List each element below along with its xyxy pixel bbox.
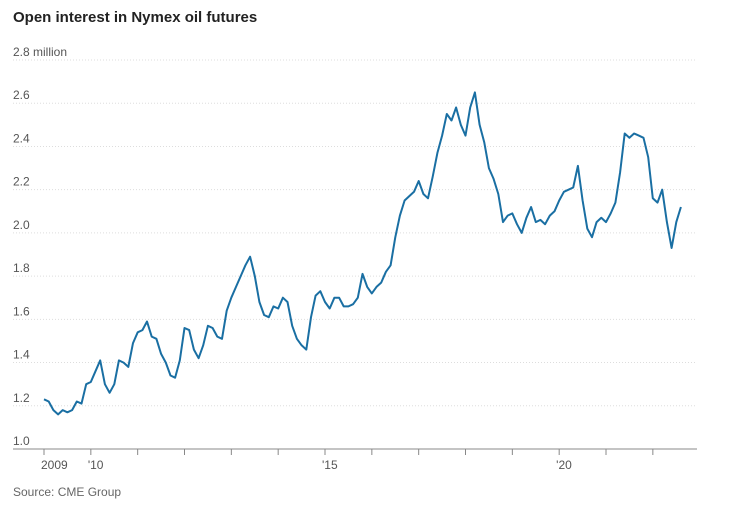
y-tick-label: 1.4: [13, 348, 30, 362]
y-tick-label: 2.6: [13, 88, 30, 102]
x-tick-label: '15: [322, 458, 338, 472]
y-tick-label: 2.2: [13, 175, 30, 189]
chart-title: Open interest in Nymex oil futures: [13, 9, 258, 26]
y-gridlines: [13, 59, 697, 450]
x-tick-label: '20: [556, 458, 572, 472]
y-tick-label: 1.6: [13, 304, 30, 318]
y-tick-label: 1.2: [13, 391, 30, 405]
y-tick-label: 2.8 million: [13, 45, 67, 59]
x-tick-label: '10: [88, 458, 104, 472]
y-axis-ticks: 2.8 million 2.6 2.4 2.2 2.0 1.8 1.6 1.4 1.2 1.0: [13, 45, 67, 448]
y-tick-label: 1.0: [13, 434, 30, 448]
x-axis: 2009 '10 '15 '20: [41, 449, 654, 472]
series-line: [43, 91, 682, 416]
y-tick-label: 2.0: [13, 218, 30, 232]
x-tick-label: 2009: [41, 458, 68, 472]
y-tick-label: 1.8: [13, 261, 30, 275]
source-note: Source: CME Group: [13, 485, 122, 499]
y-tick-label: 2.4: [13, 131, 30, 145]
